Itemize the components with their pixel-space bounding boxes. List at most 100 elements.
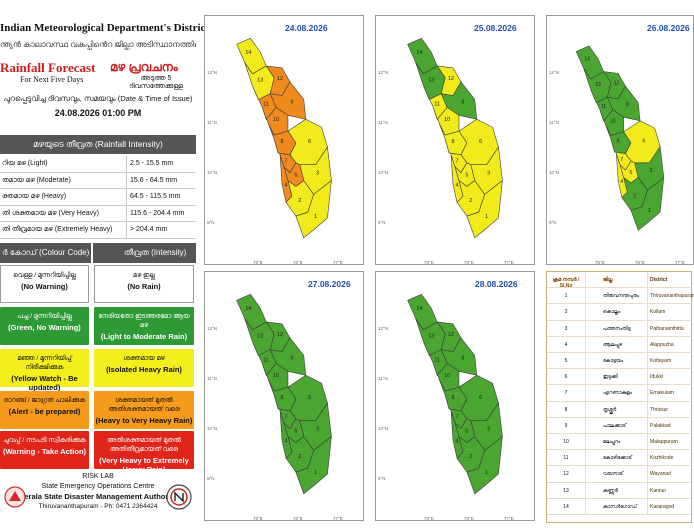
district-number-label: 12: [448, 76, 454, 82]
info-panel: Indian Meteorological Department's Distr…: [0, 0, 235, 532]
column-divider: [585, 288, 586, 305]
district-number: 4: [564, 341, 568, 348]
district-number-label: 4: [455, 438, 458, 444]
coordinate-label: 12°N: [549, 70, 560, 75]
district-name-ml: കണ്ണൂർ: [603, 487, 618, 494]
coordinate-label: 9°N: [549, 220, 557, 225]
district-name-ml: വയനാട്: [603, 471, 624, 478]
forecast-subtitle-ml: അടുത്ത 5 ദിവസത്തേക്കുള്ള: [129, 75, 183, 90]
header: Indian Meteorological Department's Distr…: [0, 0, 235, 140]
district-number-label: 7: [455, 415, 458, 421]
colour-label-ml: ഓറഞ്ച് / ജാഗ്രത പാലിക്കുക: [3, 397, 86, 404]
intensity-row: തമായ മഴ (Moderate) 15.6 - 64.5 mm: [0, 172, 196, 189]
map-date: 25.08.2026: [474, 23, 517, 33]
district-number-label: 11: [601, 104, 606, 110]
district-legend-row: 14 കാസർഗോഡ് Kasaragod: [547, 498, 693, 515]
intensity-label: ക്തമായ മഴ (Heavy): [2, 193, 67, 200]
district-number-label: 12: [277, 76, 283, 82]
district-number-label: 8: [281, 139, 284, 145]
district-legend-header: ക്രമ നമ്പർ / Sl.No ജില്ല District: [547, 272, 693, 289]
colour-code-row-red: ചുവപ്പ് / നടപടി സ്വീകരിക്കുക (Warning - …: [0, 429, 196, 474]
column-divider: [585, 466, 586, 483]
district-name-ml: തൃശ്ശൂർ: [603, 406, 617, 413]
coordinate-label: 75°E: [253, 516, 263, 521]
district-number-label: 8: [281, 395, 284, 401]
coordinate-label: 12°N: [207, 326, 218, 331]
seoc-label: State Emergency Operations Centre: [41, 483, 155, 490]
district-number-label: 13: [428, 334, 434, 340]
issue-datetime: 24.08.2026 01:00 PM: [54, 108, 142, 118]
column-divider: [647, 417, 648, 434]
district-number-label: 14: [245, 50, 251, 56]
district-number-label: 10: [610, 119, 616, 125]
colour-label-en: (Yellow Watch - Be updated): [11, 374, 78, 392]
district-number-label: 5: [630, 170, 633, 176]
forecast-map-day5: 28.08.2026 1 2 3 4 5 6 7 8 9 10 11 12 13 14 75°E 76°E 77…: [375, 271, 535, 521]
district-number-label: 8: [452, 395, 455, 401]
district-number-label: 4: [455, 182, 458, 188]
colour-code-row-yellow: മഞ്ഞ / മുന്നറിയിപ്പ് നിരീക്ഷിക്കുക (Yell…: [0, 347, 196, 392]
district-number: 6: [564, 374, 568, 381]
coordinate-label: 9°N: [378, 476, 386, 481]
authority-address: Thiruvananthapuram - Ph: 0471 2364424: [38, 503, 158, 510]
forecast-subtitle: For Next Five Days: [20, 75, 84, 84]
intensity-text-ml: അതിശക്തമായത് മുതൽ അതിതീവ്രമായത് വരെ: [107, 437, 181, 453]
district-name-en: Kasaragod: [650, 503, 675, 510]
district-number-label: 7: [620, 157, 623, 163]
intensity-text-en: (Isolated Heavy Rain): [106, 365, 182, 374]
column-divider: [647, 434, 648, 450]
district-legend-row: 13 കണ്ണൂർ Kannur: [547, 482, 693, 499]
column-divider: [585, 353, 586, 369]
district-number-label: 2: [298, 198, 301, 204]
district-number: 8: [564, 406, 568, 413]
district-name-ml: പാലക്കാട്: [603, 422, 626, 429]
column-divider: [585, 272, 586, 288]
coordinate-label: 11°N: [549, 120, 559, 125]
district-name-ml: മലപ്പുറം: [603, 439, 621, 445]
district-name-en: Palakkad: [650, 422, 671, 429]
intensity-text-ml: ശക്തമായത് മുതൽ അതിശക്തമായത് വരെ: [108, 397, 180, 413]
district-number-label: 8: [617, 139, 620, 145]
district-number-label: 6: [308, 139, 311, 145]
ksdma-logo-icon: [4, 486, 26, 508]
district-number-label: 8: [452, 139, 455, 145]
district-14-region: [575, 45, 604, 80]
district-number-label: 13: [257, 78, 263, 84]
district-name-en: Ernakulam: [650, 390, 674, 397]
column-divider: [585, 434, 586, 450]
column-divider: [647, 288, 648, 305]
district-number-label: 6: [308, 395, 311, 401]
district-number: ക്രമ നമ്പർ / Sl.No: [552, 277, 580, 289]
coordinate-label: 77°E: [333, 260, 343, 265]
colour-swatch-right: മഴ ഇല്ല (No Rain): [94, 265, 194, 303]
district-name-ml: കാസർഗോഡ്: [603, 503, 637, 510]
intensity-text-en: (No Rain): [127, 282, 161, 291]
district-legend-row: 9 പാലക്കാട് Palakkad: [547, 417, 693, 434]
colour-label-ml: വെള്ള / മുന്നറിയിപ്പില്ല: [13, 272, 76, 279]
district-number-label: 14: [245, 306, 251, 312]
coordinate-label: 10°N: [378, 426, 389, 431]
column-divider: [647, 385, 648, 402]
district-name-ml: കോഴിക്കോട്: [603, 455, 632, 462]
district-number: 5: [564, 358, 568, 364]
intensity-range: 15.6 - 64.5 mm: [126, 172, 177, 189]
district-number-label: 10: [273, 373, 279, 379]
district-number-label: 9: [626, 102, 629, 108]
column-divider: [585, 336, 586, 353]
district-number-label: 3: [650, 168, 653, 174]
column-divider: [585, 304, 586, 321]
colour-label-en: (Green, No Warning): [8, 323, 81, 332]
intensity-label: തി ശക്തമായ മഴ (Very Heavy): [2, 209, 99, 217]
district-number-label: 10: [444, 373, 450, 379]
district-number-label: 1: [648, 208, 651, 214]
column-divider: [647, 353, 648, 369]
district-number: 10: [563, 439, 569, 445]
district-number-label: 9: [461, 355, 464, 361]
district-number-label: 10: [273, 117, 279, 123]
coordinate-label: 76°E: [635, 260, 645, 265]
coordinate-label: 77°E: [333, 516, 343, 521]
district-legend-row: 3 പത്തനംതിട്ട Pathanamthitta: [547, 320, 693, 337]
colour-label-en: (Alert - be prepared): [8, 407, 81, 416]
colour-swatch-right: ശക്തമായ മഴ (Isolated Heavy Rain): [94, 349, 194, 387]
